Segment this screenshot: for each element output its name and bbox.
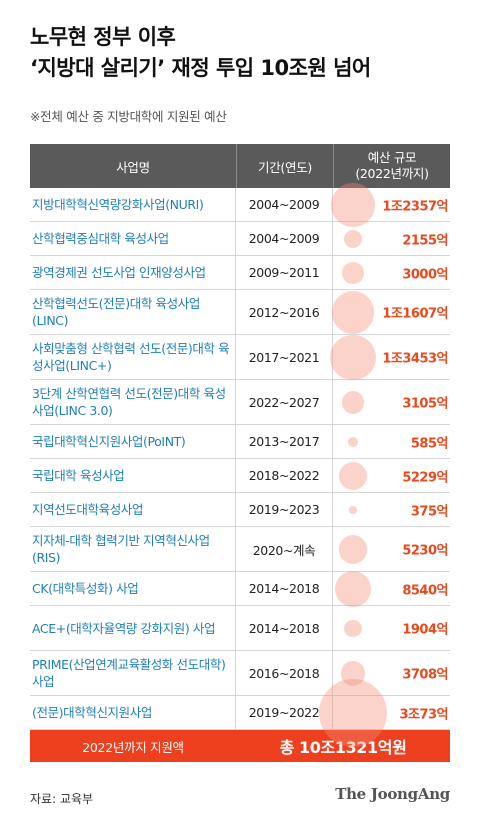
table-row: 사회맞춤형 산학협력 선도(전문)대학 육성사업(LINC+) 2017~2021… xyxy=(30,335,450,380)
budget-amount: 3조73억 xyxy=(399,707,448,722)
program-period: 2019~2022 xyxy=(236,696,333,729)
budget-amount: 5229억 xyxy=(402,470,448,485)
program-period: 2014~2018 xyxy=(236,606,333,650)
table-row: 지역선도대학육성사업 2019~2023 375억 xyxy=(30,493,450,527)
header-budget-line-1: 예산 규모 xyxy=(367,150,417,165)
budget-cell: 1904억 xyxy=(333,606,450,650)
budget-cell: 3708억 xyxy=(333,651,450,695)
program-period: 2022~2027 xyxy=(236,380,333,424)
budget-amount: 1조3453억 xyxy=(382,351,448,367)
table-row: 지방대학혁신역량강화사업(NURI) 2004~2009 1조2357억 xyxy=(30,188,450,222)
chart-title: 노무현 정부 이후 ‘지방대 살리기’ 재정 투입 10조원 넘어 xyxy=(30,22,371,84)
table-row: 국립대학 육성사업 2018~2022 5229억 xyxy=(30,459,450,493)
budget-amount: 585억 xyxy=(410,436,449,451)
table-row: 지자체-대학 협력기반 지역혁신사업(RIS) 2020~계속 5230억 xyxy=(30,527,450,572)
budget-amount: 8540억 xyxy=(402,583,448,598)
budget-cell: 1조2357억 xyxy=(333,188,450,221)
header-budget: 예산 규모 (2022년까지) xyxy=(334,144,450,188)
table-row: ACE+(대학자율역량 강화지원) 사업 2014~2018 1904억 xyxy=(30,606,450,651)
table-row: (전문)대학혁신지원사업 2019~2022 3조73억 xyxy=(30,696,450,730)
program-period: 2012~2016 xyxy=(236,290,333,334)
budget-amount: 1904억 xyxy=(402,622,448,638)
program-name: 지자체-대학 협력기반 지역혁신사업(RIS) xyxy=(30,527,236,571)
table-row: CK(대학특성화) 사업 2014~2018 8540억 xyxy=(30,572,450,606)
program-name: 산학협력중심대학 육성사업 xyxy=(30,222,236,255)
total-label: 2022년까지 지원액 xyxy=(82,739,184,755)
program-name: CK(대학특성화) 사업 xyxy=(30,572,236,605)
program-period: 2018~2022 xyxy=(236,459,333,492)
program-name: 3단계 산학연협력 선도(전문)대학 육성사업(LINC 3.0) xyxy=(30,380,236,424)
table-row: 3단계 산학연협력 선도(전문)대학 육성사업(LINC 3.0) 2022~20… xyxy=(30,380,450,425)
table-row: 광역경제권 선도사업 인재양성사업 2009~2011 3000억 xyxy=(30,256,450,290)
table-row: 산학협력중심대학 육성사업 2004~2009 2155억 xyxy=(30,222,450,256)
budget-amount: 5230억 xyxy=(402,543,448,559)
table-row: 산학협력선도(전문)대학 육성사업(LINC) 2012~2016 1조1607억 xyxy=(30,290,450,335)
total-row: 2022년까지 지원액 총 10조1321억원 xyxy=(30,730,450,762)
program-period: 2016~2018 xyxy=(236,651,333,695)
budget-amount: 1조1607억 xyxy=(382,306,448,322)
budget-cell: 1조3453억 xyxy=(333,335,450,379)
program-name: 사회맞춤형 산학협력 선도(전문)대학 육성사업(LINC+) xyxy=(30,335,236,379)
budget-cell: 1조1607억 xyxy=(333,290,450,334)
program-period: 2004~2009 xyxy=(236,188,333,221)
table-header: 사업명 기간(연도) 예산 규모 (2022년까지) xyxy=(30,144,450,188)
program-name: PRIME(산업연계교육활성화 선도대학) 사업 xyxy=(30,651,236,695)
program-period: 2019~2023 xyxy=(236,493,333,526)
program-period: 2004~2009 xyxy=(236,222,333,255)
budget-amount: 1조2357억 xyxy=(382,199,448,214)
program-period: 2020~계속 xyxy=(236,527,333,571)
budget-cell: 5229억 xyxy=(333,459,450,492)
budget-cell: 8540억 xyxy=(333,572,450,605)
budget-cell: 5230억 xyxy=(333,527,450,571)
table-row: 국립대학혁신지원사업(PoINT) 2013~2017 585억 xyxy=(30,425,450,459)
program-period: 2014~2018 xyxy=(236,572,333,605)
budget-amount: 3708억 xyxy=(402,667,448,683)
budget-cell: 3000억 xyxy=(333,256,450,289)
header-budget-line-2: (2022년까지) xyxy=(355,166,429,181)
program-name: 지방대학혁신역량강화사업(NURI) xyxy=(30,188,236,221)
title-line-1: 노무현 정부 이후 xyxy=(30,25,176,49)
program-name: 국립대학혁신지원사업(PoINT) xyxy=(30,425,236,458)
total-value: 총 10조1321억원 xyxy=(279,738,407,757)
budget-cell: 585억 xyxy=(333,425,450,458)
program-name: 국립대학 육성사업 xyxy=(30,459,236,492)
title-line-2: ‘지방대 살리기’ 재정 투입 10조원 넘어 xyxy=(30,56,371,80)
program-name: 지역선도대학육성사업 xyxy=(30,493,236,526)
program-name: 산학협력선도(전문)대학 육성사업(LINC) xyxy=(30,290,236,334)
budget-amount: 375억 xyxy=(410,504,449,519)
chart-subtitle: ※전체 예산 중 지방대학에 지원된 예산 xyxy=(30,109,227,124)
header-period: 기간(연도) xyxy=(237,144,334,188)
source-note: 자료: 교육부 xyxy=(30,792,94,806)
program-name: ACE+(대학자율역량 강화지원) 사업 xyxy=(30,606,236,650)
budget-amount: 3000억 xyxy=(402,267,448,282)
budget-amount: 2155억 xyxy=(402,233,448,248)
program-period: 2009~2011 xyxy=(236,256,333,289)
program-name: (전문)대학혁신지원사업 xyxy=(30,696,236,729)
brand-logo: The JoongAng xyxy=(335,785,450,803)
header-name: 사업명 xyxy=(30,144,237,188)
budget-table: 사업명 기간(연도) 예산 규모 (2022년까지) 지방대학혁신역량강화사업(… xyxy=(30,144,450,762)
program-period: 2017~2021 xyxy=(236,335,333,379)
table-row: PRIME(산업연계교육활성화 선도대학) 사업 2016~2018 3708억 xyxy=(30,651,450,696)
program-period: 2013~2017 xyxy=(236,425,333,458)
budget-cell: 3조73억 xyxy=(333,696,450,729)
budget-cell: 2155억 xyxy=(333,222,450,255)
budget-cell: 3105억 xyxy=(333,380,450,424)
program-name: 광역경제권 선도사업 인재양성사업 xyxy=(30,256,236,289)
budget-amount: 3105억 xyxy=(402,396,448,412)
budget-cell: 375억 xyxy=(333,493,450,526)
